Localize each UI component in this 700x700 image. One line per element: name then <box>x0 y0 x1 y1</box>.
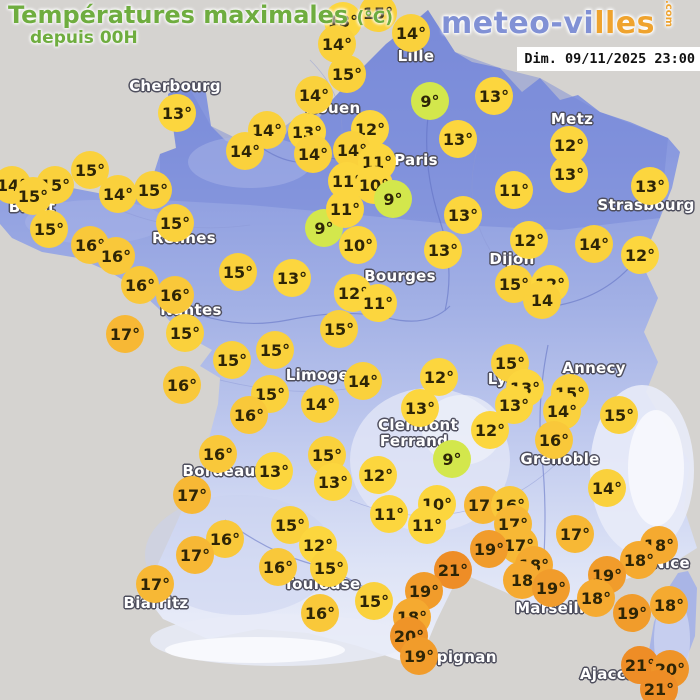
temp-badge: 15° <box>328 55 366 93</box>
temp-badge: 19° <box>613 594 651 632</box>
temp-badge: 14° <box>588 469 626 507</box>
city-label-ferrand: Ferrand <box>379 432 449 450</box>
temp-badge: 15° <box>495 265 533 303</box>
city-label-marseille: Marseille <box>515 599 595 617</box>
temp-badge: 16° <box>163 366 201 404</box>
temp-badge: 11° <box>370 495 408 533</box>
temp-badge: 15° <box>600 396 638 434</box>
temp-badge: 21° <box>640 670 678 700</box>
temp-badge: 11° <box>408 506 446 544</box>
temp-badge: 14° <box>226 132 264 170</box>
temp-badge: 15° <box>30 210 68 248</box>
temp-badge: 11° <box>359 284 397 322</box>
temp-badge: 14° <box>575 225 613 263</box>
temp-badge: 13° <box>475 77 513 115</box>
temp-badge: 14° <box>294 135 332 173</box>
city-label-grenoble: Grenoble <box>520 450 600 468</box>
city-label-limoges: Limoges <box>285 366 359 384</box>
logo-suffix: .com <box>662 0 674 28</box>
date-banner: Dim. 09/11/2025 23:00 <box>517 47 700 71</box>
temp-badge: 17° <box>136 565 174 603</box>
city-label-bourges: Bourges <box>364 267 436 285</box>
temp-badge: 15° <box>355 582 393 620</box>
temp-badge: 12° <box>621 236 659 274</box>
title-unit: (°C) <box>356 8 394 28</box>
meteo-villes-logo[interactable]: meteo-villes .com <box>440 0 682 41</box>
temp-badge: 15° <box>156 204 194 242</box>
temp-badge: 15° <box>310 549 348 587</box>
city-label-strasbourg: Strasbourg <box>597 196 695 214</box>
temp-badge: 17° <box>176 536 214 574</box>
temp-badge: 18° <box>620 541 658 579</box>
city-label-cherbourg: Cherbourg <box>129 77 221 95</box>
temp-badge: 17° <box>556 515 594 553</box>
temp-badge: 11° <box>495 171 533 209</box>
temp-badge: 19° <box>400 637 438 675</box>
temp-badge: 13° <box>550 155 588 193</box>
temp-badge: 16° <box>121 266 159 304</box>
temp-badge: 19° <box>470 530 508 568</box>
temp-badge: 15° <box>359 0 397 32</box>
temp-badge: 15° <box>256 331 294 369</box>
temp-badge: 13° <box>273 259 311 297</box>
logo-part-blue: meteo-vi <box>440 6 595 41</box>
temp-badge: 17° <box>106 315 144 353</box>
temp-badge: 18° <box>577 579 615 617</box>
temp-badge: 9° <box>433 440 471 478</box>
temp-badge: 13° <box>424 231 462 269</box>
city-label-paris: Paris <box>394 151 438 169</box>
temp-badge: 12° <box>359 456 397 494</box>
temp-badge: 9° <box>374 180 412 218</box>
temp-badge: 15° <box>166 314 204 352</box>
header: Températures maximales (°C) depuis 00H <box>8 2 393 49</box>
temp-badge: 16° <box>156 276 194 314</box>
temp-badge: 16° <box>259 548 297 586</box>
temp-badge: 13° <box>314 463 352 501</box>
temp-badge: 19° <box>532 569 570 607</box>
temp-badge: 15° <box>134 171 172 209</box>
temp-badge: 15° <box>219 253 257 291</box>
temp-badge: 16° <box>199 435 237 473</box>
city-label-biarritz: Biarritz <box>123 594 189 612</box>
temp-badge: 12° <box>471 411 509 449</box>
page-title: Températures maximales (°C) <box>8 2 393 28</box>
city-label-metz: Metz <box>550 110 594 128</box>
temp-badge: 17° <box>173 476 211 514</box>
temp-badge: 13° <box>255 452 293 490</box>
temp-badge: 16° <box>301 594 339 632</box>
temp-badge: 16° <box>535 421 573 459</box>
temp-badge: 15° <box>320 310 358 348</box>
temp-badge: 14 <box>523 281 561 319</box>
temp-badge: 14° <box>392 14 430 52</box>
temp-badge: 15° <box>14 177 52 215</box>
temp-badge: 9° <box>411 82 449 120</box>
temp-badge: 15° <box>213 341 251 379</box>
temp-badge: 13° <box>631 167 669 205</box>
temp-badge: 14° <box>99 175 137 213</box>
logo-part-orange: lles <box>594 6 655 41</box>
temp-badge: 16° <box>230 396 268 434</box>
temp-badge: 14° <box>344 362 382 400</box>
temp-badge: 18° <box>650 586 688 624</box>
temp-badge: 11° <box>326 190 364 228</box>
title-text: Températures maximales <box>8 1 349 29</box>
temp-badge: 14° <box>301 385 339 423</box>
city-label-annecy: Annecy <box>562 359 626 377</box>
subtitle: depuis 00H <box>30 28 138 49</box>
temp-badge: 13° <box>439 120 477 158</box>
temp-badge: 12° <box>510 221 548 259</box>
temp-badge: 9° <box>305 209 343 247</box>
temp-badge: 14° <box>295 76 333 114</box>
temp-badge: 13° <box>444 196 482 234</box>
temp-badge: 13° <box>158 94 196 132</box>
temp-badge: 13° <box>401 389 439 427</box>
temp-badge: 10° <box>339 226 377 264</box>
